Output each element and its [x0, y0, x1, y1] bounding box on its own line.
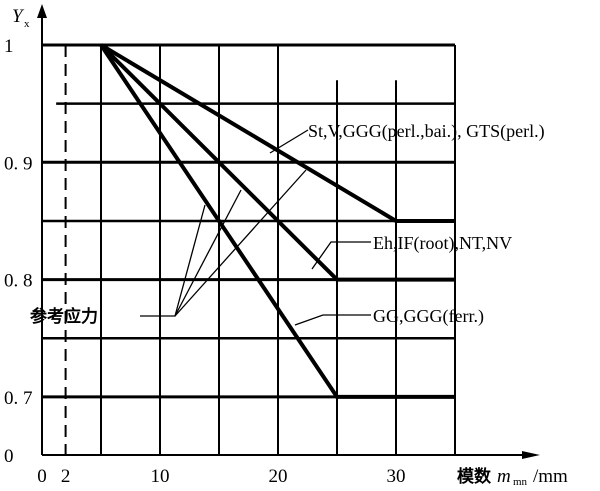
x-axis-arrow — [522, 451, 540, 459]
x-tick-label: 2 — [61, 466, 71, 487]
leader-line — [294, 314, 371, 326]
x-axis-label-cn: 模数 — [457, 466, 492, 487]
x-axis-label-sub: mn — [513, 476, 528, 488]
series-label-gg: GG,GGG(ferr.) — [373, 306, 484, 327]
y-axis-label-sub: x — [24, 18, 30, 30]
series-label-st: St,V,GGG(perl.,bai.), GTS(perl.) — [308, 121, 545, 142]
x-axis-label-unit: /mm — [533, 466, 568, 487]
leader-line — [174, 189, 242, 317]
y-axis-label: Y — [12, 6, 25, 27]
series-lines — [99, 43, 455, 399]
series-line-1 — [99, 43, 455, 223]
y-axis-arrow — [37, 4, 47, 18]
axes: 10. 90. 80. 700 2 10 20 30 — [4, 4, 540, 487]
reference-stress-label: 参考应力 — [30, 306, 98, 327]
y-tick-label: 0. 8 — [4, 271, 33, 292]
y-tick-label: 0. 7 — [4, 388, 33, 409]
leader-line — [174, 169, 307, 317]
series-label-eh: Eh,IF(root),NT,NV — [373, 233, 512, 254]
y-tick-label: 0. 9 — [4, 153, 33, 174]
y-tick-label: 0 — [4, 446, 14, 467]
y-tick-label: 1 — [4, 36, 14, 57]
leader-line — [269, 129, 309, 154]
leader-lines — [140, 129, 371, 326]
leader-line — [311, 241, 371, 270]
grid — [42, 43, 456, 455]
labels: Y x 模数 m mn /mm St,V,GGG(perl.,bai.), GT… — [12, 6, 568, 488]
series-line-2 — [99, 43, 455, 282]
x-tick-label: 10 — [151, 466, 170, 487]
x-tick-label: 0 — [37, 466, 47, 487]
x-axis-label-var: m — [497, 466, 511, 487]
x-tick-label: 20 — [269, 466, 288, 487]
x-tick-label: 30 — [387, 466, 406, 487]
series-line-3 — [99, 43, 455, 399]
